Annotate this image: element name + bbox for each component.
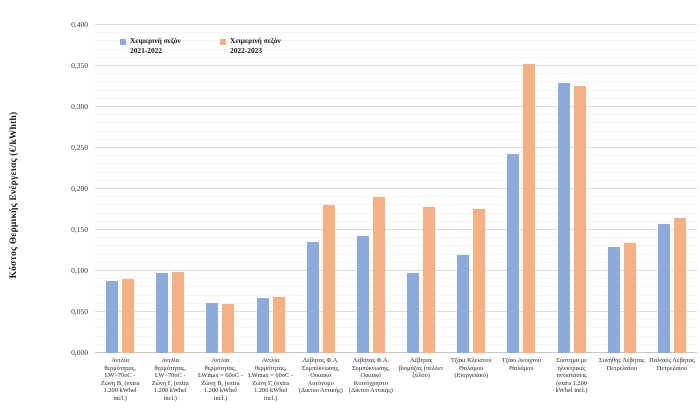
x-axis-category-labels: Αντλία θερμότητας, LW>70oC - Ζώνη Β, (ex… (95, 357, 697, 407)
gridline (95, 114, 697, 116)
bar (256, 298, 269, 353)
bar (573, 85, 586, 353)
gridline (95, 163, 697, 165)
bar (607, 247, 620, 353)
bar (673, 217, 686, 353)
bar (423, 207, 436, 353)
gridline (95, 270, 697, 271)
gridline (95, 147, 697, 148)
category-label: Αντλία θερμότητας, LW>70oC - Ζώνη Β, (ex… (100, 357, 140, 402)
gridline (95, 106, 697, 107)
bar (372, 197, 385, 353)
gridline (95, 122, 697, 124)
category-label: Τζάκι Κλειστού Θαλάμου (Ενεργειακό) (450, 357, 492, 380)
gridline (95, 327, 697, 329)
gridline (95, 179, 697, 181)
gridline (95, 335, 697, 337)
gridline (95, 196, 697, 198)
legend-item-season-2021-2022: Χειμερινή σεζόν 2021-2022 (120, 36, 192, 57)
category-label: Αντλία θερμότητας, LW>70oC - Ζώνη Γ, (ex… (151, 357, 189, 402)
gridline (95, 73, 697, 75)
category-label: Συνήθης Λέβητας Πετρελαίου (598, 357, 645, 372)
gridline (95, 261, 697, 263)
bar (172, 271, 185, 353)
gridline (95, 81, 697, 83)
category-label: Λέβητας Φ.Α. Συμπύκνωσης, Οικιακό Αυτόνο… (298, 357, 343, 395)
bar (657, 224, 670, 353)
gridline (95, 138, 697, 140)
bar (356, 235, 369, 353)
gridline (95, 352, 697, 353)
gridline (95, 302, 697, 304)
gridline (95, 24, 697, 25)
y-axis-tick-labels: 0,000 0,050 0,100 0,150 0,200 0,250 0,300 0,350… (0, 20, 88, 357)
gridline (95, 278, 697, 280)
gridline (95, 97, 697, 99)
gridline (95, 89, 697, 91)
category-label: Παλαιός Λέβητας Πετρελαίου (649, 357, 695, 372)
bar (507, 153, 520, 353)
legend: Χειμερινή σεζόν 2021-2022 Χειμερινή σεζό… (120, 36, 292, 57)
y-tick-label: 0,050 (71, 307, 88, 316)
gridline (95, 229, 697, 230)
bar (272, 297, 285, 353)
y-tick-label: 0,200 (71, 184, 88, 193)
bar (457, 254, 470, 353)
bar (523, 63, 536, 353)
gridline (95, 220, 697, 222)
bar (473, 208, 486, 353)
category-label: Τζάκι Ανοιχτού Θαλάμου (501, 357, 542, 372)
gridline (95, 188, 697, 189)
legend-swatch-2021-2022 (120, 39, 126, 45)
gridline (95, 237, 697, 239)
legend-swatch-2022-2023 (220, 39, 226, 45)
y-tick-label: 0,150 (71, 225, 88, 234)
gridline (95, 286, 697, 288)
gridline (95, 212, 697, 214)
category-label: Αντλία θερμότητας, LWmax = 60oC - Ζώνη Β… (197, 357, 243, 402)
legend-item-season-2022-2023: Χειμερινή σεζόν 2022-2023 (220, 36, 292, 57)
gridline (95, 311, 697, 312)
gridline (95, 253, 697, 255)
legend-label-2021-2022: Χειμερινή σεζόν 2021-2022 (130, 36, 181, 56)
bar (623, 243, 636, 353)
category-label: Λέβητας Φ.Α. Συμπύκνωσης, Οικιακό Κοινόχ… (348, 357, 393, 395)
plot-area (95, 24, 697, 353)
gridline (95, 294, 697, 296)
y-tick-label: 0,300 (71, 102, 88, 111)
gridline (95, 130, 697, 132)
bar (557, 83, 570, 353)
bar (122, 279, 135, 353)
bar (222, 303, 235, 353)
bar (407, 273, 420, 353)
y-tick-label: 0,350 (71, 61, 88, 70)
gridline (95, 319, 697, 321)
gridline (95, 32, 697, 34)
gridline (95, 155, 697, 157)
gridline (95, 65, 697, 66)
y-tick-label: 0,000 (71, 348, 88, 357)
gridline (95, 204, 697, 206)
y-tick-label: 0,250 (71, 143, 88, 152)
bar (206, 302, 219, 353)
category-label: Σύστημα με ηλεκτρικές αντιστάσεις (extra… (555, 357, 588, 395)
legend-label-2022-2023: Χειμερινή σεζόν 2022-2023 (230, 36, 281, 56)
gridline (95, 171, 697, 173)
gridline (95, 245, 697, 247)
bar (306, 242, 319, 353)
gridline (95, 343, 697, 345)
bar (156, 273, 169, 353)
y-tick-label: 0,400 (71, 20, 88, 29)
gridline (95, 40, 697, 42)
gridline (95, 48, 697, 50)
y-tick-label: 0,100 (71, 266, 88, 275)
bar (106, 280, 119, 353)
gridline (95, 56, 697, 58)
category-label: Λέβητας βιομάζας (πέλλετ ξύλου) (398, 357, 444, 380)
bar (322, 205, 335, 353)
category-label: Αντλία θερμότητας, LWmax = 60oC - Ζώνη Γ… (248, 357, 293, 402)
